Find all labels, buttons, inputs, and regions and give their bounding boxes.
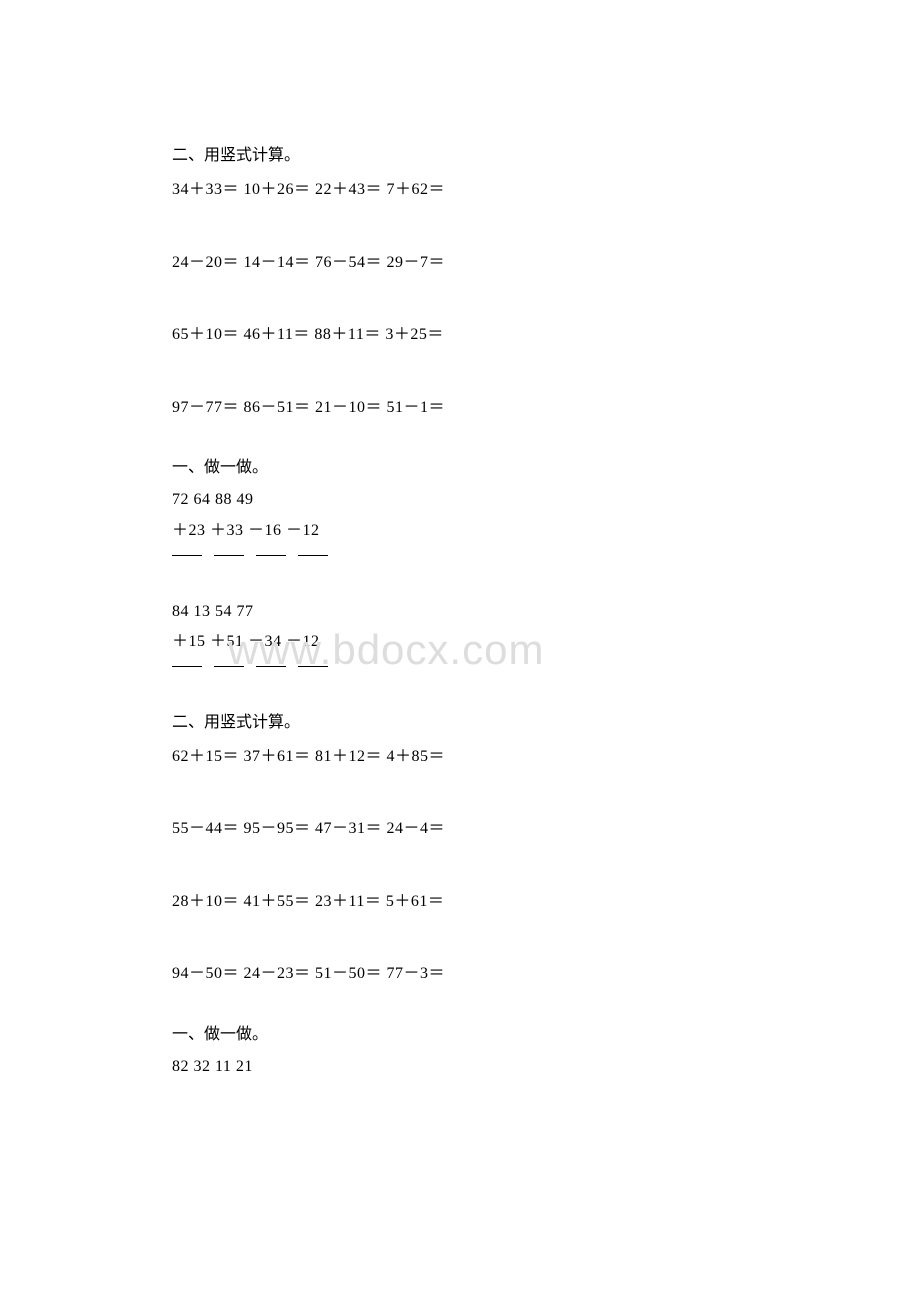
section-vertical-calc-2: 二、用竖式计算。 62＋15＝ 37＋61＝ 81＋12＝ 4＋85＝ 55－4… bbox=[172, 712, 920, 986]
vertical-operators: ＋23 ＋33 －16 －12 bbox=[172, 520, 920, 542]
vertical-lines bbox=[172, 655, 920, 677]
problem-row: 55－44＝ 95－95＝ 47－31＝ 24－4＝ bbox=[172, 818, 920, 840]
problem-row: 28＋10＝ 41＋55＝ 23＋11＝ 5＋61＝ bbox=[172, 891, 920, 913]
section-heading: 一、做一做。 bbox=[172, 457, 920, 479]
section-do-it-1: 一、做一做。 72 64 88 49 ＋23 ＋33 －16 －12 84 13… bbox=[172, 457, 920, 678]
problem-row: 97－77＝ 86－51＝ 21－10＝ 51－1＝ bbox=[172, 397, 920, 419]
document-content: 二、用竖式计算。 34＋33＝ 10＋26＝ 22＋43＝ 7＋62＝ 24－2… bbox=[172, 145, 920, 1078]
problem-row: 94－50＝ 24－23＝ 51－50＝ 77－3＝ bbox=[172, 963, 920, 985]
problem-row: 34＋33＝ 10＋26＝ 22＋43＝ 7＋62＝ bbox=[172, 179, 920, 201]
section-heading: 一、做一做。 bbox=[172, 1024, 920, 1046]
section-do-it-2: 一、做一做。 82 32 11 21 bbox=[172, 1024, 920, 1079]
vertical-operators: ＋15 ＋51 －34 －12 bbox=[172, 631, 920, 653]
section-vertical-calc-1: 二、用竖式计算。 34＋33＝ 10＋26＝ 22＋43＝ 7＋62＝ 24－2… bbox=[172, 145, 920, 419]
section-heading: 二、用竖式计算。 bbox=[172, 712, 920, 734]
section-heading: 二、用竖式计算。 bbox=[172, 145, 920, 167]
vertical-numbers: 84 13 54 77 bbox=[172, 601, 920, 623]
vertical-numbers: 72 64 88 49 bbox=[172, 489, 920, 511]
problem-row: 65＋10＝ 46＋11＝ 88＋11＝ 3＋25＝ bbox=[172, 324, 920, 346]
problem-row: 24－20＝ 14－14＝ 76－54＝ 29－7＝ bbox=[172, 252, 920, 274]
vertical-lines bbox=[172, 544, 920, 566]
problem-row: 62＋15＝ 37＋61＝ 81＋12＝ 4＋85＝ bbox=[172, 746, 920, 768]
vertical-numbers: 82 32 11 21 bbox=[172, 1056, 920, 1078]
